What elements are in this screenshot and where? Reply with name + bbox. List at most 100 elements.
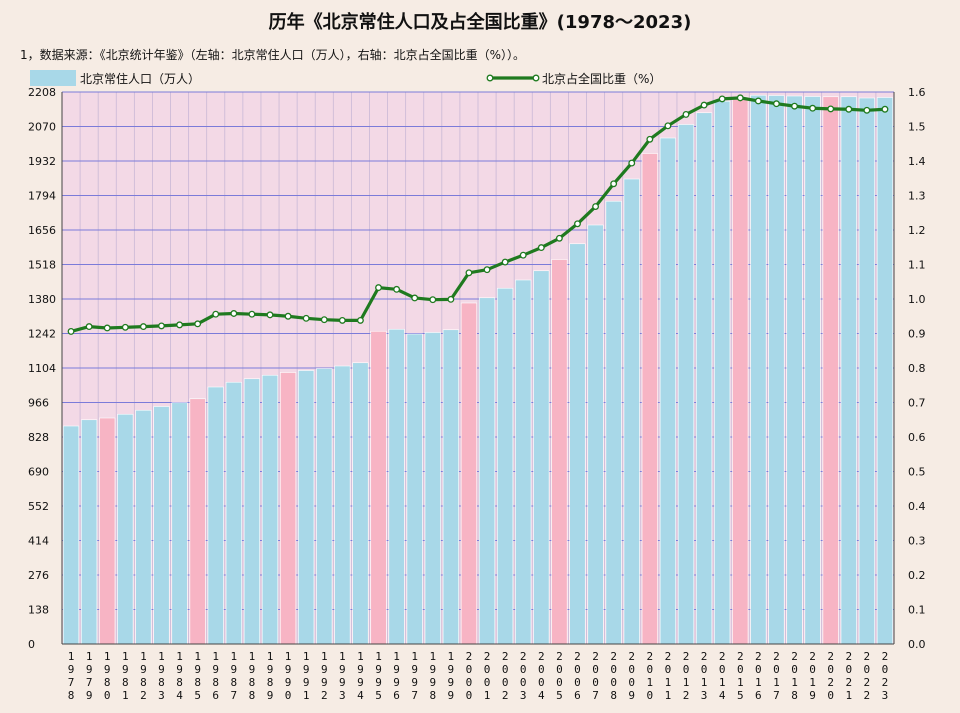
bar — [732, 96, 749, 645]
legend-line-marker — [486, 74, 494, 82]
left-tick-label: 690 — [28, 466, 49, 479]
line-point — [356, 316, 364, 324]
line-point — [483, 266, 491, 274]
right-tick-label: 0.1 — [908, 604, 926, 617]
line-point — [700, 101, 708, 109]
bar — [641, 153, 658, 645]
line-point — [447, 295, 455, 303]
bar — [533, 270, 550, 645]
line-series — [67, 94, 889, 335]
line-point — [772, 100, 780, 108]
bar — [370, 330, 387, 645]
left-tick-label: 1794 — [28, 190, 56, 203]
right-tick-label: 1.4 — [908, 155, 926, 168]
right-tick-label: 1.1 — [908, 259, 926, 272]
line-point — [646, 135, 654, 143]
right-tick-label: 1.2 — [908, 224, 926, 237]
right-tick-label: 0.9 — [908, 328, 926, 341]
line-point — [845, 105, 853, 113]
bar — [840, 96, 857, 645]
chart-title: 历年《北京常住人口及占全国比重》(1978～2023) — [268, 12, 692, 33]
right-tick-label: 0.4 — [908, 500, 926, 513]
legend-bar-label: 北京常住人口（万人） — [80, 72, 200, 86]
line-point — [809, 104, 817, 112]
right-tick-label: 0.3 — [908, 535, 926, 548]
left-tick-label: 552 — [28, 500, 49, 513]
line-point — [827, 105, 835, 113]
line-point — [791, 102, 798, 110]
bar — [768, 95, 785, 645]
bar — [623, 178, 640, 645]
bar — [261, 374, 279, 645]
right-tick-label: 1.5 — [908, 121, 926, 134]
bar — [424, 332, 441, 645]
bar-series — [62, 94, 894, 645]
bar — [497, 287, 514, 645]
bar — [316, 368, 333, 645]
left-tick-label: 966 — [28, 397, 49, 410]
line-point — [592, 203, 600, 210]
bar — [677, 124, 695, 645]
bar — [822, 96, 839, 645]
left-tick-label: 2208 — [28, 86, 56, 99]
line-point — [610, 180, 618, 188]
bar — [99, 417, 116, 645]
bar — [117, 413, 134, 645]
line-point — [429, 296, 437, 304]
bar — [280, 372, 297, 645]
bar — [406, 333, 423, 645]
left-tick-label: 1932 — [28, 155, 56, 168]
line-point — [320, 316, 328, 324]
bar — [207, 386, 224, 645]
bar — [750, 94, 767, 645]
bar — [189, 398, 206, 645]
bar — [298, 370, 315, 645]
bar — [605, 200, 622, 645]
line-point — [465, 269, 473, 277]
bar — [515, 279, 532, 645]
line-point — [411, 294, 419, 302]
left-tick-label: 1380 — [28, 293, 56, 306]
bar — [442, 329, 459, 645]
line-point — [85, 323, 93, 331]
left-tick-label: 414 — [28, 535, 49, 548]
line-point — [519, 251, 527, 259]
bar — [804, 96, 821, 645]
bar — [478, 297, 496, 645]
line-point — [628, 159, 636, 167]
bar — [876, 97, 894, 645]
left-tick-label: 276 — [28, 569, 49, 582]
right-tick-label: 1.0 — [908, 293, 926, 306]
line-point — [501, 258, 509, 266]
line-point — [302, 314, 310, 322]
line-point — [718, 95, 726, 103]
bar — [696, 112, 713, 645]
bar — [569, 243, 586, 645]
line-point — [754, 97, 762, 105]
right-tick-label: 0.0 — [908, 638, 926, 651]
bar — [81, 419, 98, 645]
line-point — [248, 310, 256, 318]
left-tick-label: 1104 — [28, 362, 56, 375]
